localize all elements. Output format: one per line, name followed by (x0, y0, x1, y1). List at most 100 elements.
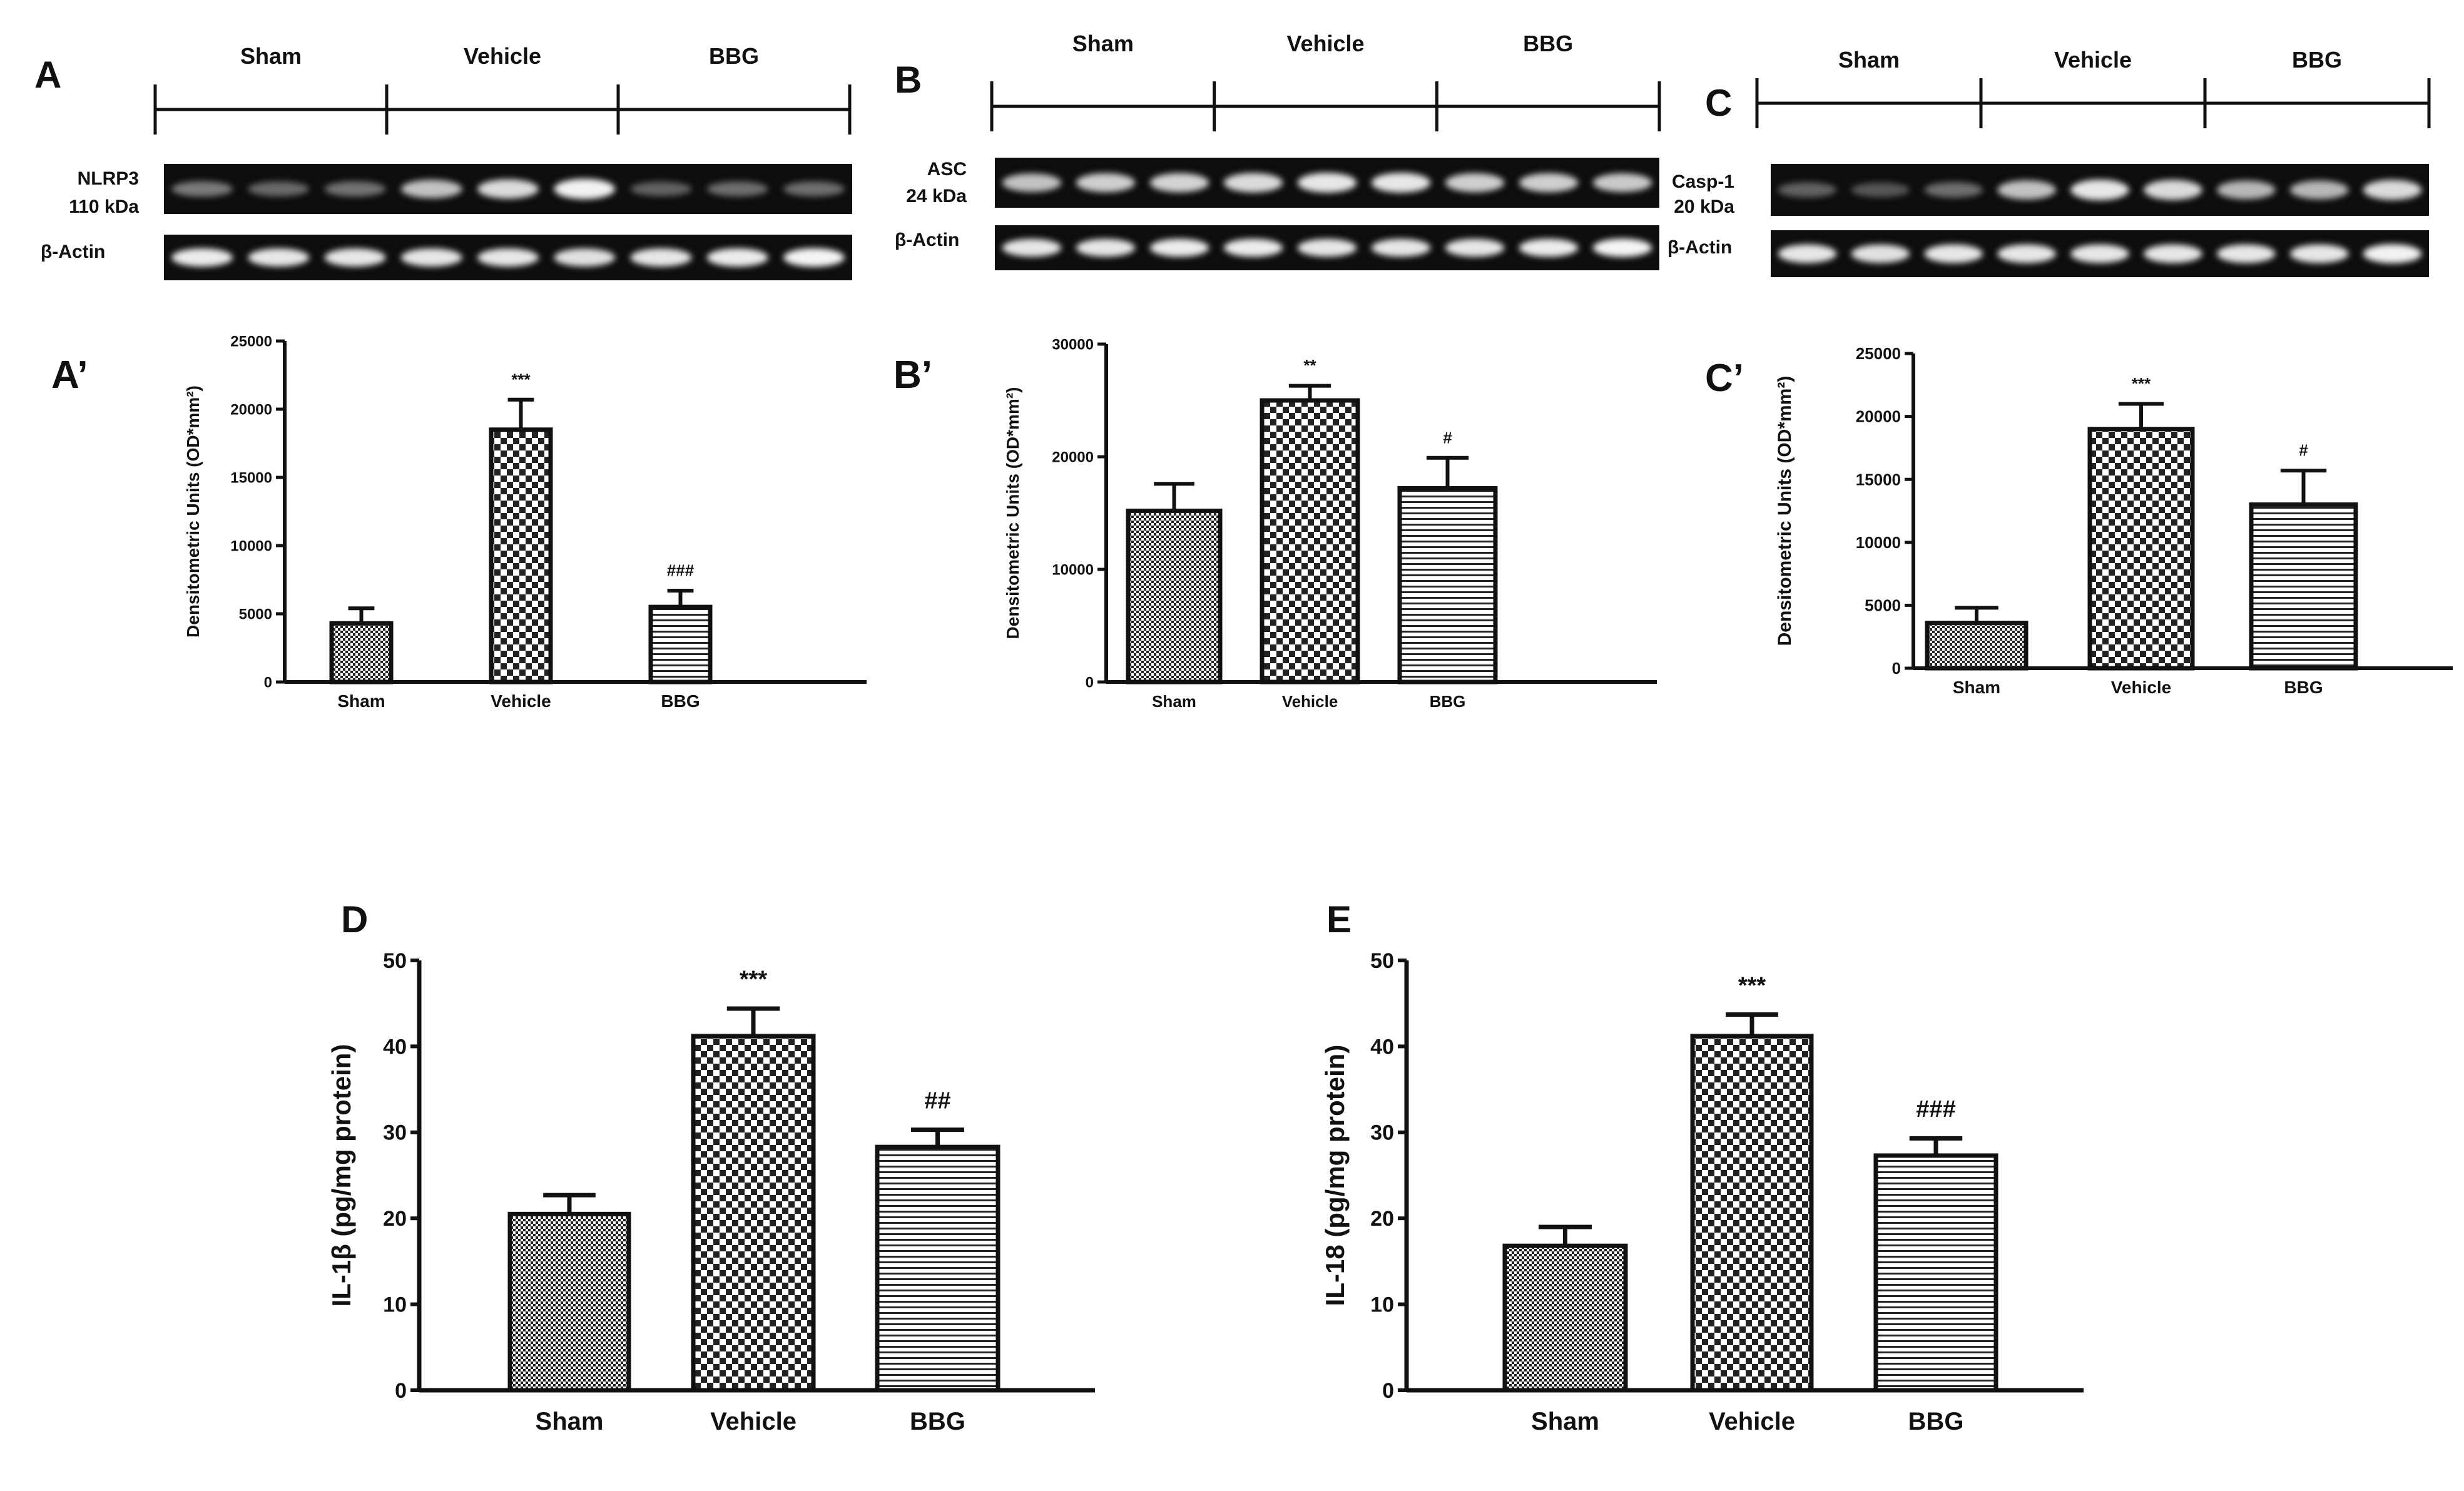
y-tick-label: 20000 (230, 401, 272, 418)
blot-band (554, 178, 616, 200)
bar-bbg (875, 1144, 1000, 1393)
y-tick-label: 10000 (1856, 533, 1901, 552)
bar-vehicle (1690, 1034, 1814, 1393)
x-category-label-bbg: BBG (1908, 1408, 1964, 1435)
x-category-label-bbg: BBG (661, 691, 700, 711)
blot-band (1519, 173, 1579, 193)
group-label-bbg: BBG (2292, 47, 2342, 73)
blot-band (1149, 238, 1209, 257)
y-tick-label: 30 (383, 1121, 407, 1145)
bar-vehicle (2087, 427, 2195, 671)
bar-bbg (1397, 486, 1498, 684)
blot-band (400, 248, 462, 267)
x-category-label-vehicle: Vehicle (1709, 1408, 1795, 1435)
bar-bbg (2249, 502, 2358, 671)
significance-label-bbg: ## (924, 1087, 950, 1114)
x-category-label-sham: Sham (337, 691, 385, 711)
y-axis-label: Densitometric Units (OD*mm²) (1003, 387, 1022, 639)
blot-band (2144, 244, 2202, 263)
significance-label-vehicle: *** (1738, 972, 1766, 999)
blot-band (630, 248, 692, 267)
blot-band (783, 248, 845, 267)
y-tick-label: 5000 (239, 606, 272, 623)
y-tick-label: 20 (383, 1207, 407, 1231)
significance-label-bbg: ### (667, 561, 695, 580)
blot-band (2217, 180, 2276, 200)
bar-vehicle (1260, 398, 1360, 684)
y-tick-label: 10 (1370, 1293, 1394, 1317)
y-tick-label: 10 (383, 1293, 407, 1317)
group-label-bbg: BBG (1523, 31, 1573, 56)
x-category-label-sham: Sham (1953, 678, 2000, 697)
blot-band (706, 181, 768, 197)
panel-letter: A (34, 54, 61, 96)
blot-band (1371, 238, 1431, 257)
y-tick-label: 30000 (1052, 336, 1094, 353)
y-tick-label: 50 (383, 949, 407, 973)
y-tick-label: 40 (383, 1035, 407, 1059)
loading-blot (995, 225, 1659, 270)
y-tick-label: 50 (1370, 949, 1394, 973)
loading-blot (164, 235, 852, 280)
blot-band (1223, 173, 1283, 193)
blot-band (1297, 173, 1357, 193)
bar-vehicle (489, 427, 553, 684)
panel-letter: A’ (51, 354, 88, 397)
target-blot (995, 158, 1659, 208)
y-tick-label: 15000 (230, 469, 272, 486)
blot-band (2289, 180, 2349, 200)
y-axis-label: Densitometric Units (OD*mm²) (1774, 376, 1795, 646)
x-category-label-bbg: BBG (2284, 678, 2323, 697)
bar-vehicle (691, 1034, 816, 1393)
blot-band (2363, 244, 2422, 263)
blot-band (1519, 238, 1579, 257)
significance-label-bbg: ### (1916, 1096, 1955, 1122)
y-tick-label: 0 (1382, 1379, 1394, 1403)
blot-band (248, 248, 310, 267)
blot-band (2144, 180, 2202, 200)
x-category-label-sham: Sham (536, 1408, 604, 1435)
blot-panel-a: A Sham Vehicle BBG NLRP3 110 kDa β-Actin (34, 43, 852, 280)
blot-band (1445, 238, 1505, 257)
blot-band (1997, 180, 2056, 200)
blot-band (1297, 238, 1357, 257)
blot-band (1592, 173, 1652, 192)
y-axis-label: IL-1β (pg/mg protein) (327, 1044, 356, 1307)
panel-letter: C (1705, 82, 1732, 124)
panel-letter: C’ (1705, 357, 1744, 400)
loading-control-label: β-Actin (41, 242, 105, 262)
target-size-label: 20 kDa (1674, 196, 1734, 217)
bar-bbg (1873, 1153, 1998, 1393)
blot-band (2070, 244, 2129, 263)
blot-panel-c: C Sham Vehicle BBG Casp-1 20 kDa β-Actin (1667, 47, 2431, 277)
x-category-label-vehicle: Vehicle (710, 1408, 797, 1435)
x-category-label-vehicle: Vehicle (491, 691, 551, 711)
y-tick-label: 5000 (1865, 596, 1901, 615)
blot-band (1851, 182, 1910, 198)
blot-panel-b: B Sham Vehicle BBG ASC 24 kDa β-Actin (895, 31, 1661, 270)
bar-chart-4: D 0 10 20 30 40 50 IL-1β (pg/mg protein) Sham ***… (327, 898, 1095, 1435)
group-label-sham: Sham (1838, 47, 1900, 73)
bar-sham (507, 1211, 631, 1393)
loading-control-label: β-Actin (1667, 237, 1732, 258)
x-category-label-vehicle: Vehicle (1282, 692, 1338, 711)
significance-label-vehicle: *** (2132, 374, 2151, 393)
bar-sham (329, 621, 394, 684)
bar-chart-5: E 0 10 20 30 40 50 IL-18 (pg/mg protein) Sham ***… (1320, 898, 2084, 1435)
blot-band (1851, 244, 1910, 263)
x-category-label-bbg: BBG (910, 1408, 965, 1435)
bar-sham (1925, 621, 2029, 671)
y-tick-label: 0 (395, 1379, 407, 1403)
bar-chart-1: A’ 0 5000 10000 15000 20000 25000 Densitometric… (51, 333, 867, 711)
y-tick-label: 30 (1370, 1121, 1394, 1145)
group-label-sham: Sham (1072, 31, 1134, 56)
x-category-label-vehicle: Vehicle (2111, 678, 2172, 697)
blot-band (1778, 182, 1837, 198)
blot-band (2217, 244, 2276, 263)
group-label-vehicle: Vehicle (1286, 31, 1364, 56)
y-tick-label: 0 (1086, 674, 1094, 691)
y-tick-label: 40 (1370, 1035, 1394, 1059)
group-label-vehicle: Vehicle (2054, 47, 2132, 73)
loading-blot (1771, 230, 2429, 277)
